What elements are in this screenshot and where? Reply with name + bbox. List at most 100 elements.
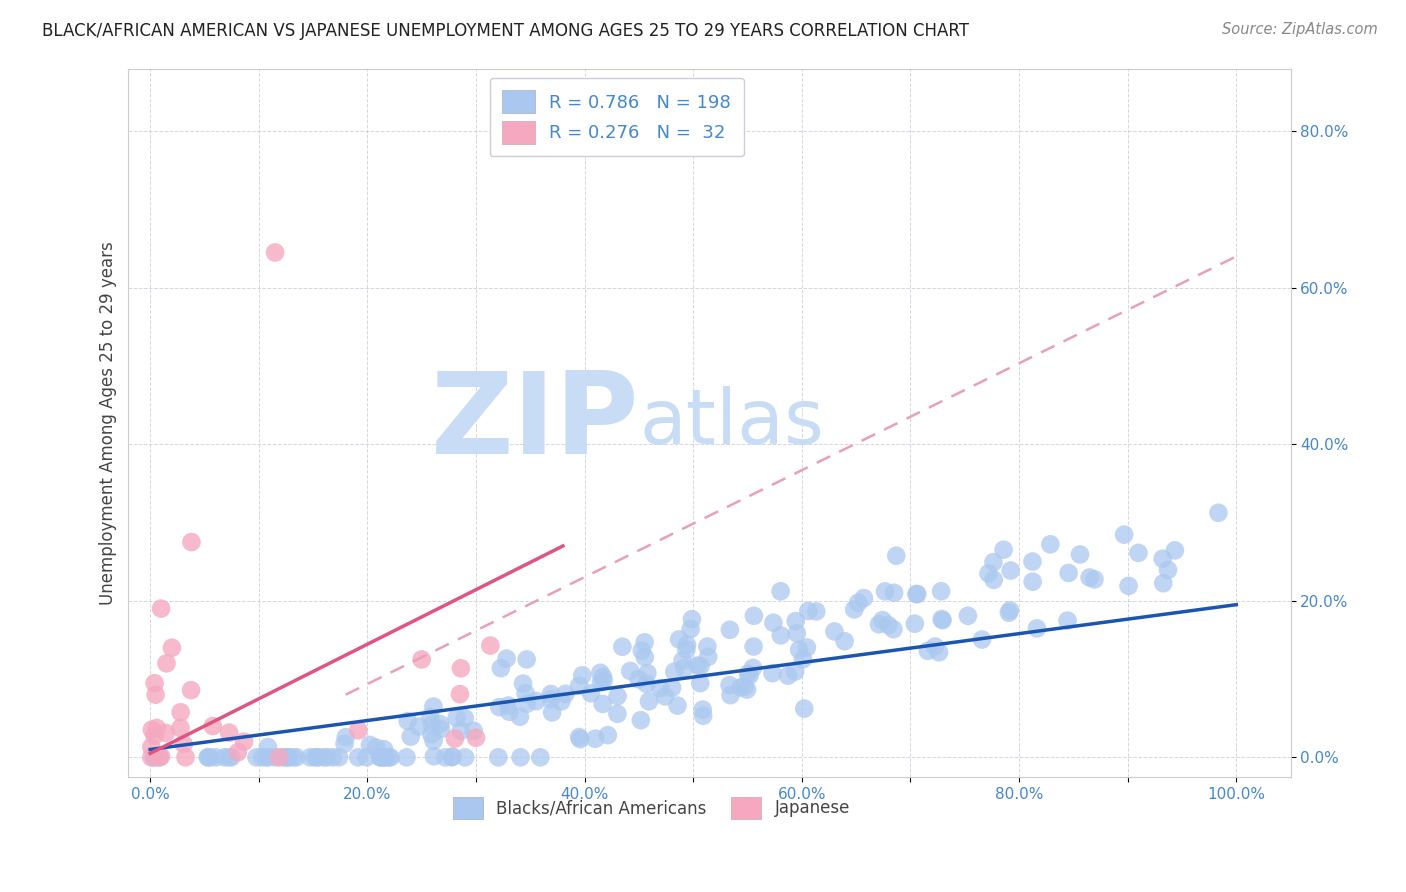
- Point: [868, 617, 890, 632]
- Point: [396, 714, 419, 728]
- Point: [592, 697, 614, 711]
- Point: [884, 549, 907, 563]
- Point: [904, 616, 927, 631]
- Point: [689, 676, 711, 690]
- Point: [1025, 621, 1047, 635]
- Point: [834, 634, 856, 648]
- Point: [444, 731, 467, 746]
- Point: [793, 701, 815, 715]
- Point: [720, 688, 742, 702]
- Point: [143, 750, 166, 764]
- Point: [173, 737, 195, 751]
- Point: [141, 740, 163, 755]
- Point: [741, 661, 763, 675]
- Point: [374, 750, 396, 764]
- Point: [408, 719, 430, 733]
- Point: [512, 676, 534, 690]
- Point: [205, 750, 228, 764]
- Point: [762, 615, 785, 630]
- Point: [1152, 551, 1174, 566]
- Point: [150, 749, 173, 764]
- Point: [359, 738, 381, 752]
- Point: [150, 601, 173, 615]
- Point: [1056, 614, 1078, 628]
- Point: [1152, 576, 1174, 591]
- Point: [540, 692, 562, 706]
- Point: [366, 740, 388, 755]
- Point: [143, 750, 166, 764]
- Point: [742, 608, 765, 623]
- Point: [495, 651, 517, 665]
- Point: [488, 700, 510, 714]
- Point: [399, 730, 422, 744]
- Point: [347, 723, 370, 738]
- Point: [738, 668, 761, 682]
- Point: [218, 725, 240, 739]
- Point: [554, 687, 576, 701]
- Point: [785, 665, 807, 679]
- Point: [257, 750, 280, 764]
- Point: [516, 697, 538, 711]
- Point: [718, 678, 741, 692]
- Point: [929, 584, 952, 599]
- Point: [277, 750, 299, 764]
- Point: [676, 638, 699, 652]
- Point: [141, 750, 163, 764]
- Point: [977, 566, 1000, 581]
- Point: [792, 652, 814, 666]
- Point: [630, 643, 652, 657]
- Point: [852, 591, 875, 606]
- Point: [143, 676, 166, 690]
- Point: [422, 733, 444, 747]
- Point: [571, 668, 593, 682]
- Point: [1069, 548, 1091, 562]
- Point: [250, 750, 273, 764]
- Point: [1157, 563, 1180, 577]
- Point: [429, 717, 451, 731]
- Point: [796, 640, 818, 655]
- Point: [633, 635, 655, 649]
- Point: [681, 612, 703, 626]
- Point: [254, 750, 277, 764]
- Point: [679, 622, 702, 636]
- Point: [1078, 570, 1101, 584]
- Point: [463, 723, 485, 738]
- Point: [149, 750, 172, 764]
- Point: [368, 750, 391, 764]
- Point: [423, 749, 446, 764]
- Point: [245, 750, 267, 764]
- Point: [596, 728, 619, 742]
- Point: [550, 694, 572, 708]
- Point: [430, 722, 453, 736]
- Point: [200, 750, 222, 764]
- Point: [776, 668, 799, 682]
- Point: [269, 750, 291, 764]
- Point: [273, 750, 295, 764]
- Point: [454, 750, 477, 764]
- Point: [422, 699, 444, 714]
- Point: [498, 698, 520, 713]
- Point: [630, 713, 652, 727]
- Point: [998, 606, 1021, 620]
- Point: [264, 750, 287, 764]
- Point: [627, 673, 650, 687]
- Point: [419, 710, 441, 724]
- Point: [917, 644, 939, 658]
- Point: [450, 661, 472, 675]
- Point: [1021, 574, 1043, 589]
- Point: [806, 604, 828, 618]
- Point: [335, 730, 357, 744]
- Point: [1114, 527, 1136, 541]
- Point: [465, 731, 488, 745]
- Point: [924, 640, 946, 654]
- Point: [592, 670, 614, 684]
- Point: [304, 750, 326, 764]
- Point: [823, 624, 845, 639]
- Point: [307, 750, 329, 764]
- Point: [983, 573, 1005, 587]
- Point: [347, 750, 370, 764]
- Point: [174, 750, 197, 764]
- Point: [180, 683, 202, 698]
- Point: [769, 628, 792, 642]
- Point: [420, 718, 443, 732]
